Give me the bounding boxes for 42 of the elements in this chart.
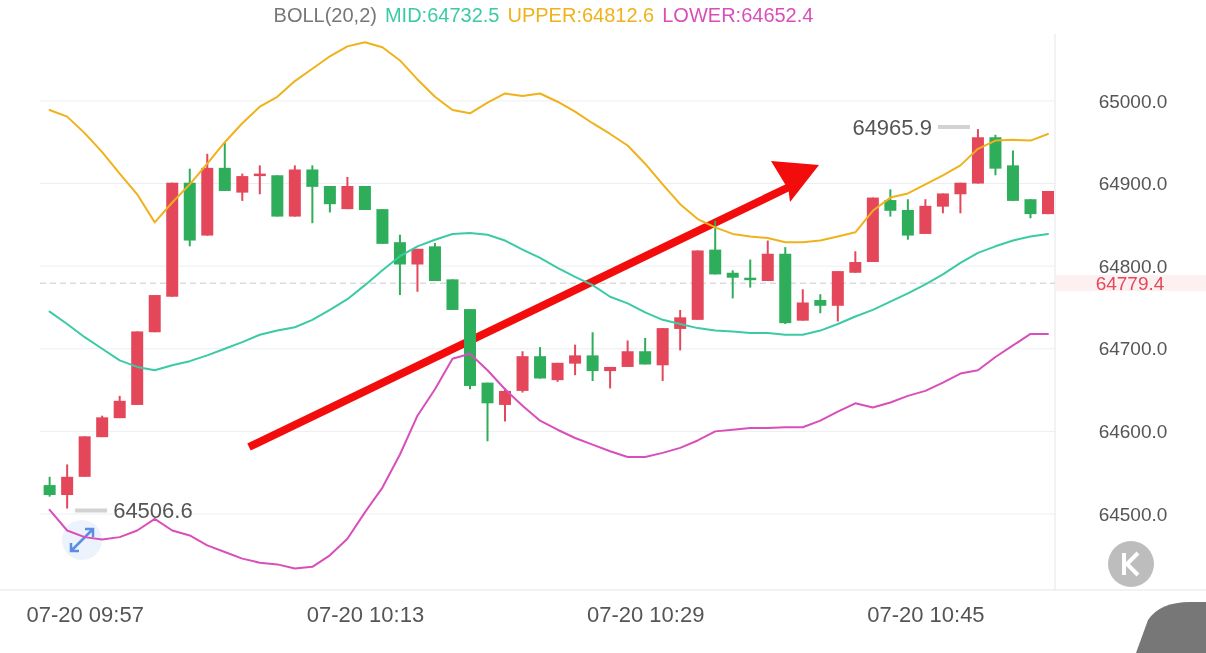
candlestick <box>814 293 827 315</box>
candlestick <box>936 192 949 215</box>
annotation: 64965.9 <box>852 114 932 140</box>
text: LOWER:64652.4 <box>662 4 814 26</box>
x-tick-label: 07-20 09:57 <box>26 601 144 627</box>
y-tick-label: 64500.0 <box>1098 503 1168 525</box>
candlestick <box>43 475 56 498</box>
candlestick <box>411 247 424 293</box>
annotation: 64506.6 <box>113 498 193 524</box>
candlestick <box>954 181 967 215</box>
x-tick-label: 07-20 10:45 <box>867 601 985 627</box>
candlestick <box>534 346 547 380</box>
y-tick-label: 64700.0 <box>1098 338 1168 360</box>
candlestick <box>306 164 319 225</box>
candlestick <box>621 339 634 368</box>
candlestick <box>569 343 582 377</box>
text: MID:64732.5 <box>384 4 500 26</box>
candlestick <box>849 250 862 274</box>
candlestick <box>639 337 652 366</box>
candlestick <box>586 331 599 382</box>
candlestick <box>341 175 354 211</box>
candlestick <box>481 381 494 443</box>
line-series <box>48 232 1049 372</box>
x-tick-label: 07-20 10:13 <box>306 601 425 627</box>
candlestick <box>218 141 231 192</box>
text: UPPER:64812.6 <box>507 4 655 26</box>
candlestick <box>726 269 739 300</box>
legend-title: BOLL(20,2) <box>273 4 377 26</box>
candlestick <box>796 288 809 322</box>
candlestick <box>358 185 371 211</box>
candlestick <box>236 172 249 202</box>
candlestick <box>884 188 897 218</box>
line-series <box>48 332 1049 570</box>
candlestick <box>323 185 336 214</box>
candlestick <box>499 387 512 423</box>
candlestick <box>61 463 74 510</box>
x-tick-label: 07-20 10:29 <box>586 601 705 627</box>
y-tick-label: 65000.0 <box>1098 90 1168 112</box>
y-tick-label: 64900.0 <box>1098 173 1168 195</box>
y-tick-label: 64600.0 <box>1098 420 1168 442</box>
candlestick <box>1024 198 1037 220</box>
line-series <box>48 41 1049 244</box>
